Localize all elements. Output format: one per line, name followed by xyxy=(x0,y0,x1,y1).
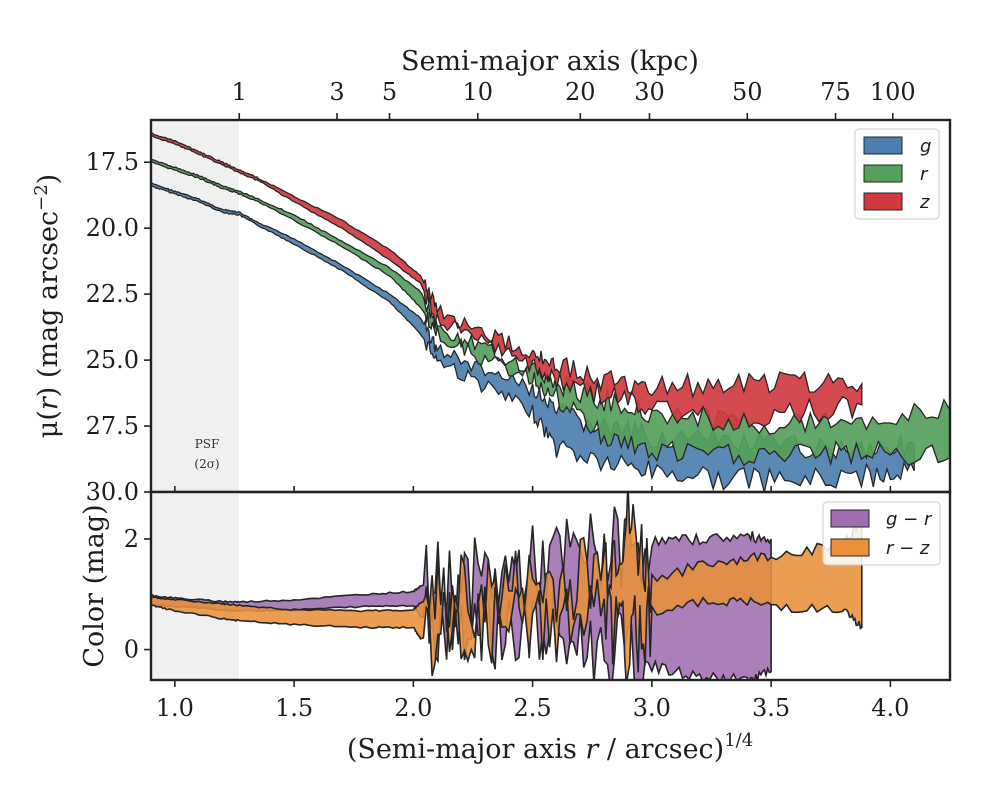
legend-swatch-r-z xyxy=(830,538,870,557)
x-tick-label: 2.0 xyxy=(394,694,432,722)
profile-legend: g r z xyxy=(854,128,940,220)
color-band-g-r xyxy=(151,506,772,680)
kpc-axis-ticks: 1 3 5 10 20 30 50 75 100 xyxy=(232,78,916,120)
legend-label-g-r: g − r xyxy=(886,509,933,530)
color-y-tick-label: 0 xyxy=(124,636,139,664)
legend-label-r-z: r − z xyxy=(886,538,930,559)
legend-swatch-g xyxy=(863,136,903,155)
color-panel: 02 1.0 1.5 2.0 2.5 3.0 3.5 4.0 g − r r − z Col… xyxy=(79,490,952,765)
color-band-r-z xyxy=(151,492,863,680)
x-tick-label: 3.5 xyxy=(752,694,790,722)
profile-y-tick-label: 22.5 xyxy=(86,280,139,308)
color-y-tick-label: 2 xyxy=(124,525,139,553)
kpc-tick-label: 3 xyxy=(329,78,344,106)
color-frame xyxy=(149,490,952,682)
kpc-axis-label: Semi-major axis (kpc) xyxy=(401,46,699,77)
kpc-tick-label: 5 xyxy=(382,78,397,106)
legend-label-z: z xyxy=(919,192,930,213)
color-areas xyxy=(151,492,863,680)
legend-label-g: g xyxy=(920,136,931,157)
kpc-tick-label: 30 xyxy=(634,78,665,106)
psf-label-line1: PSF xyxy=(195,437,220,451)
x-tick-label: 4.0 xyxy=(871,694,909,722)
profile-band-z xyxy=(151,132,863,431)
profile-band-g xyxy=(151,182,915,492)
kpc-tick-label: 50 xyxy=(732,78,763,106)
color-y-ticks: 02 xyxy=(124,525,151,664)
legend-swatch-g-r xyxy=(830,509,870,528)
legend-swatch-r xyxy=(863,164,903,183)
x-tick-label: 3.0 xyxy=(633,694,671,722)
profile-panel: PSF (2σ) 17.5 20.0 22.5 25.0 27.5 30.0 1 3 5 10 2… xyxy=(31,46,952,506)
psf-label-line2: (2σ) xyxy=(194,457,219,471)
profile-y-axis-label: μ(r) (mag arcsec−2) xyxy=(31,174,64,438)
color-y-axis-label: Color (mag) xyxy=(79,504,110,667)
kpc-tick-label: 1 xyxy=(232,78,247,106)
profile-band-r xyxy=(151,158,950,467)
psf-region-color xyxy=(151,492,239,680)
x-axis-ticks: 1.0 1.5 2.0 2.5 3.0 3.5 4.0 xyxy=(156,680,909,722)
psf-region xyxy=(151,120,239,492)
profile-y-tick-label: 17.5 xyxy=(86,148,139,176)
x-tick-label: 1.5 xyxy=(275,694,313,722)
kpc-tick-label: 20 xyxy=(565,78,596,106)
profile-areas xyxy=(151,132,950,492)
profile-y-tick-label: 30.0 xyxy=(86,478,139,506)
legend-swatch-z xyxy=(863,192,903,211)
x-axis-label: (Semi-major axis r / arcsec)1/4 xyxy=(347,730,753,765)
kpc-tick-label: 10 xyxy=(462,78,493,106)
kpc-tick-label: 100 xyxy=(870,78,916,106)
profile-y-tick-label: 25.0 xyxy=(86,346,139,374)
profile-y-ticks: 17.5 20.0 22.5 25.0 27.5 30.0 xyxy=(86,148,151,506)
kpc-tick-label: 75 xyxy=(820,78,851,106)
x-tick-label: 1.0 xyxy=(156,694,194,722)
x-tick-label: 2.5 xyxy=(514,694,552,722)
color-legend: g − r r − z xyxy=(822,501,941,566)
profile-y-tick-label: 27.5 xyxy=(86,412,139,440)
legend-label-r: r xyxy=(920,164,929,185)
profile-y-tick-label: 20.0 xyxy=(86,214,139,242)
